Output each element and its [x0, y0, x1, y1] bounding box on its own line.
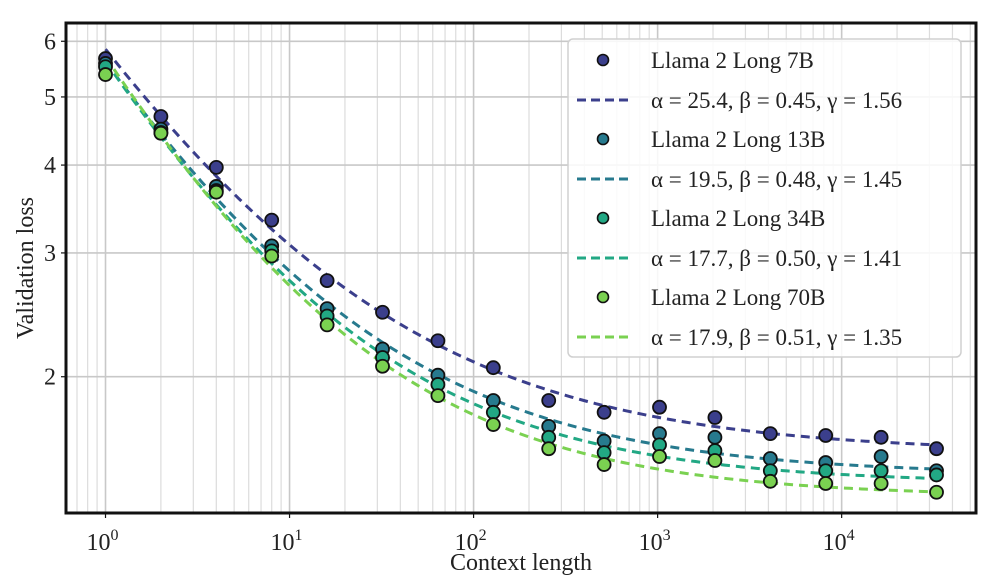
legend-marker: [596, 290, 610, 304]
data-point: [375, 304, 390, 320]
legend-fit-label: α = 25.4, β = 0.45, γ = 1.56: [651, 88, 902, 113]
data-point: [375, 358, 390, 374]
data-point: [208, 159, 224, 175]
data-point: [873, 449, 889, 464]
data-point: [98, 67, 113, 82]
plot-frame: [64, 21, 978, 515]
legend-marker: [596, 132, 610, 146]
legend-label: Llama 2 Long 70B: [651, 285, 825, 310]
legend-fit-label: α = 17.9, β = 0.51, γ = 1.35: [651, 325, 902, 350]
y-axis-label: Validation loss: [13, 197, 39, 339]
data-point: [596, 457, 612, 472]
legend-marker: [596, 211, 610, 225]
data-point: [153, 109, 169, 124]
data-point: [319, 317, 335, 333]
data-point: [319, 273, 335, 289]
data-point: [707, 429, 723, 445]
data-point: [873, 429, 889, 445]
legend-label: Llama 2 Long 7B: [651, 48, 814, 73]
y-tick-label: 3: [44, 241, 56, 267]
legend-label: Llama 2 Long 34B: [651, 206, 825, 231]
data-point: [596, 404, 612, 420]
legend-fit-label: α = 19.5, β = 0.48, γ = 1.45: [651, 167, 902, 192]
data-point: [929, 441, 944, 457]
data-point: [707, 410, 723, 425]
data-point: [818, 428, 834, 443]
y-tick-label: 2: [44, 365, 56, 391]
data-point: [652, 399, 667, 415]
x-axis-label: Context length: [450, 550, 592, 576]
data-point: [873, 463, 889, 479]
data-point: [707, 453, 723, 468]
legend-fit-label: α = 17.7, β = 0.50, γ = 1.41: [651, 246, 902, 271]
data-point: [430, 388, 446, 404]
data-point: [430, 333, 446, 349]
legend-label: Llama 2 Long 13B: [651, 127, 825, 152]
fit-lines: [104, 48, 937, 494]
x-tick-label: 103: [639, 527, 671, 556]
data-point: [762, 473, 778, 489]
fit-line: [104, 60, 937, 471]
legend: Llama 2 Long 7B α = 25.4, β = 0.45, γ = 1…: [567, 38, 962, 358]
data-point: [541, 393, 557, 408]
y-tick-label: 5: [44, 85, 56, 111]
data-point: [818, 463, 834, 479]
data-point: [153, 125, 169, 141]
data-point: [541, 441, 557, 457]
fit-line: [104, 60, 937, 480]
data-point: [485, 417, 501, 432]
data-point: [264, 212, 280, 228]
data-point: [652, 449, 667, 464]
fit-line: [104, 55, 937, 494]
data-point: [485, 360, 501, 376]
data-point: [929, 467, 944, 483]
x-axis-ticks: 100 101 102 103 104: [87, 513, 855, 556]
data-point: [596, 445, 612, 460]
data-point: [208, 184, 224, 200]
x-tick-label: 100: [87, 527, 119, 556]
x-tick-label: 101: [271, 527, 303, 556]
data-point: [264, 248, 280, 264]
legend-marker: [596, 53, 610, 67]
data-point: [818, 476, 834, 491]
data-point: [762, 426, 778, 442]
legend-box: [567, 38, 962, 358]
y-tick-label: 6: [44, 29, 56, 55]
data-point: [485, 404, 501, 420]
data-points: [98, 51, 944, 500]
data-point: [929, 484, 944, 500]
y-tick-label: 4: [44, 153, 56, 179]
x-tick-label: 102: [455, 527, 487, 556]
x-tick-label: 104: [823, 527, 855, 556]
y-axis-ticks: 2 3 4 5 6: [44, 29, 66, 391]
data-point: [873, 476, 889, 491]
data-point: [762, 451, 778, 466]
